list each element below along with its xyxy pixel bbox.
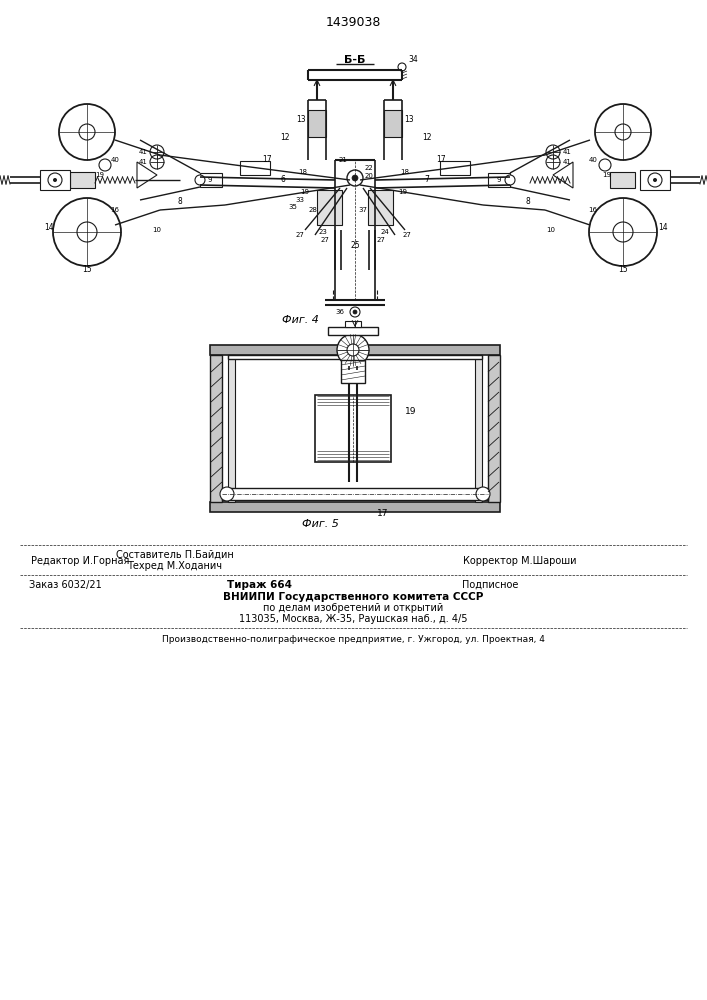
- Bar: [345, 321, 361, 327]
- Text: 113035, Москва, Ж-35, Раушская наб., д. 4/5: 113035, Москва, Ж-35, Раушская наб., д. …: [239, 614, 467, 624]
- Text: 19: 19: [405, 408, 416, 416]
- Text: Подписное: Подписное: [462, 580, 518, 590]
- Text: 40: 40: [588, 157, 597, 163]
- Text: 27: 27: [320, 237, 329, 243]
- Text: 17: 17: [378, 510, 389, 518]
- Bar: [488, 355, 500, 502]
- Text: 41: 41: [139, 159, 148, 165]
- Text: 14: 14: [658, 223, 668, 232]
- Text: Б-Б: Б-Б: [344, 55, 366, 65]
- Text: 25: 25: [350, 240, 360, 249]
- Bar: [440, 161, 470, 175]
- Bar: [640, 170, 670, 190]
- Circle shape: [195, 175, 205, 185]
- Bar: [40, 170, 70, 190]
- Text: 27: 27: [402, 232, 411, 238]
- Text: Редактор И.Горная: Редактор И.Горная: [31, 556, 129, 566]
- Text: 27: 27: [377, 237, 385, 243]
- Bar: [368, 190, 393, 225]
- Text: 19: 19: [300, 189, 310, 195]
- Bar: [341, 360, 365, 383]
- Bar: [317, 190, 342, 225]
- Text: 33: 33: [296, 197, 305, 203]
- Text: 16: 16: [588, 207, 597, 213]
- Text: 14: 14: [44, 223, 54, 232]
- Text: 15: 15: [618, 265, 628, 274]
- Text: 35: 35: [288, 204, 298, 210]
- Text: 27: 27: [296, 232, 305, 238]
- Bar: [475, 355, 482, 502]
- Bar: [228, 355, 235, 502]
- Text: 8: 8: [177, 198, 182, 207]
- Bar: [384, 110, 402, 137]
- Text: 18: 18: [400, 169, 409, 175]
- Circle shape: [53, 178, 57, 182]
- Bar: [328, 327, 378, 335]
- Bar: [210, 502, 500, 512]
- Text: 41: 41: [563, 159, 571, 165]
- Bar: [222, 488, 488, 500]
- Circle shape: [505, 175, 515, 185]
- Text: Фиг. 5: Фиг. 5: [302, 519, 339, 529]
- Text: 18: 18: [298, 169, 308, 175]
- Bar: [308, 110, 326, 137]
- Text: 22: 22: [365, 165, 373, 171]
- Text: 23: 23: [319, 229, 327, 235]
- Text: 9: 9: [497, 177, 501, 183]
- Text: 20: 20: [365, 173, 373, 179]
- Text: Тираж 664: Тираж 664: [228, 580, 293, 590]
- Text: 10: 10: [547, 227, 556, 233]
- Text: 13: 13: [296, 115, 306, 124]
- Text: 10: 10: [153, 227, 161, 233]
- Circle shape: [353, 310, 357, 314]
- Text: 34: 34: [408, 55, 418, 64]
- Text: Производственно-полиграфическое предприятие, г. Ужгород, ул. Проектная, 4: Производственно-полиграфическое предприя…: [162, 635, 544, 644]
- Text: Техред М.Ходанич: Техред М.Ходанич: [127, 561, 223, 571]
- Text: 13: 13: [404, 115, 414, 124]
- Circle shape: [653, 178, 657, 182]
- Text: 19: 19: [399, 189, 407, 195]
- Text: 24: 24: [380, 229, 390, 235]
- Bar: [210, 345, 500, 355]
- Text: 17: 17: [262, 155, 271, 164]
- Text: 8: 8: [525, 198, 530, 207]
- Text: 37: 37: [358, 207, 368, 213]
- Text: 19: 19: [602, 172, 612, 178]
- Bar: [210, 355, 222, 502]
- Text: 12: 12: [280, 133, 290, 142]
- Bar: [488, 173, 510, 187]
- Text: 28: 28: [308, 207, 317, 213]
- Circle shape: [476, 487, 490, 501]
- Circle shape: [337, 334, 369, 366]
- Bar: [70, 172, 95, 188]
- Text: Фиг. 4: Фиг. 4: [281, 315, 318, 325]
- Text: 17: 17: [436, 155, 446, 164]
- Text: 15: 15: [82, 265, 92, 274]
- Text: 40: 40: [110, 157, 119, 163]
- Text: 16: 16: [110, 207, 119, 213]
- Text: ВНИИПИ Государственного комитета СССР: ВНИИПИ Государственного комитета СССР: [223, 592, 483, 602]
- Bar: [315, 395, 391, 462]
- Text: 9: 9: [208, 177, 212, 183]
- Text: по делам изобретений и открытий: по делам изобретений и открытий: [263, 603, 443, 613]
- Text: Корректор М.Шароши: Корректор М.Шароши: [463, 556, 577, 566]
- Bar: [200, 173, 222, 187]
- Text: 41: 41: [563, 149, 571, 155]
- Circle shape: [220, 487, 234, 501]
- Bar: [610, 172, 635, 188]
- Circle shape: [352, 175, 358, 181]
- Text: 12: 12: [422, 133, 432, 142]
- Text: 1439038: 1439038: [325, 16, 380, 29]
- Text: 7: 7: [425, 176, 429, 184]
- Text: Заказ 6032/21: Заказ 6032/21: [28, 580, 101, 590]
- Bar: [228, 355, 482, 359]
- Text: 21: 21: [339, 157, 347, 163]
- Circle shape: [347, 170, 363, 186]
- Text: 6: 6: [281, 176, 286, 184]
- Bar: [240, 161, 270, 175]
- Text: Составитель П.Байдин: Составитель П.Байдин: [116, 550, 234, 560]
- Text: 41: 41: [139, 149, 148, 155]
- Text: 19: 19: [95, 172, 105, 178]
- Text: 36: 36: [336, 309, 344, 315]
